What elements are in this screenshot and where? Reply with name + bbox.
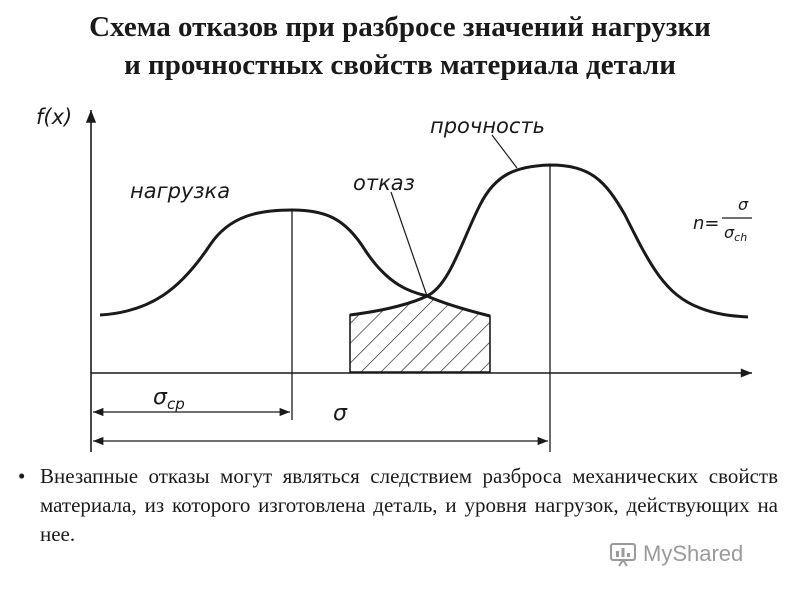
bullet-paragraph: • Внезапные отказы могут являться следст… (18, 462, 778, 549)
strength-leader (491, 134, 518, 169)
failure-leader (390, 191, 428, 297)
strength-label: прочность (430, 114, 545, 138)
title-line-2: и прочностных свойств материала детали (124, 49, 676, 81)
watermark: MyShared (609, 540, 743, 568)
failure-region (349, 295, 491, 373)
bullet-mark: • (18, 464, 26, 488)
bullet-text: Внезапные отказы могут являться следстви… (40, 464, 778, 546)
sigma-label: σ (333, 401, 348, 426)
slide-title: Схема отказов при разбросе значений нагр… (0, 8, 800, 84)
myshared-logo-icon (610, 543, 636, 567)
title-line-1: Схема отказов при разбросе значений нагр… (89, 11, 711, 43)
formula-lhs: n= (693, 213, 720, 234)
watermark-text: MyShared (643, 541, 744, 566)
y-axis-label: f(x) (36, 105, 72, 129)
sigma-mean-label: σср (153, 385, 185, 413)
sigma-mean-subscript: ср (167, 395, 185, 413)
formula-denominator: σch (724, 223, 747, 244)
strength-ratio-formula: n= σ σch (693, 195, 752, 244)
sigma-mean-symbol: σ (153, 385, 168, 410)
failure-label: отказ (353, 171, 415, 195)
load-label: нагрузка (130, 179, 230, 203)
formula-numerator: σ (738, 195, 749, 214)
formula-denominator-subscript: ch (734, 231, 747, 244)
formula-denominator-symbol: σ (724, 223, 735, 242)
